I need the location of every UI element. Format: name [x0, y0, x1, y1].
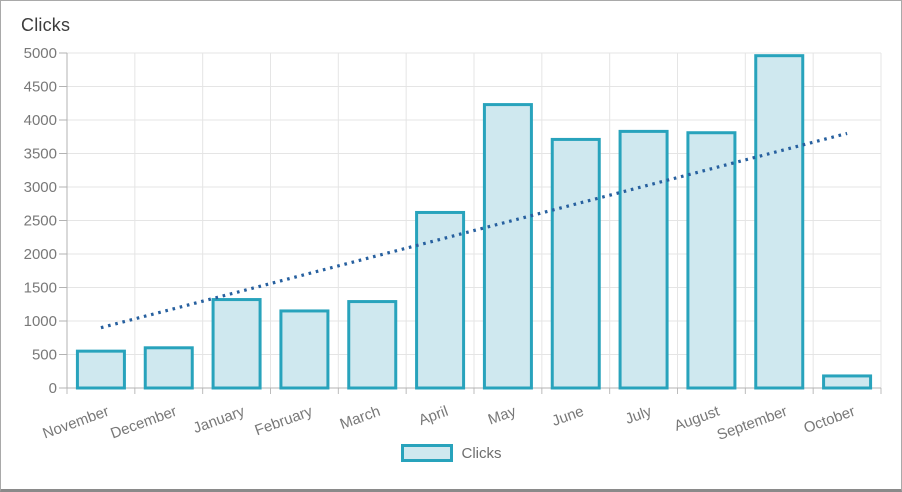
bar-december[interactable] — [143, 346, 194, 390]
y-axis-label: 500 — [32, 347, 57, 364]
x-axis-label-june: June — [550, 403, 586, 430]
chart-title: Clicks — [21, 15, 71, 35]
y-axis-label: 5000 — [24, 45, 57, 62]
bar-august[interactable] — [686, 131, 737, 390]
bar-september[interactable] — [754, 54, 805, 390]
x-axis-label-may: May — [486, 403, 519, 429]
bar-june[interactable] — [550, 137, 601, 390]
trendline — [100, 131, 848, 330]
legend-swatch-clicks[interactable] — [400, 444, 453, 462]
y-axis-label: 3500 — [24, 146, 57, 163]
y-axis-label: 4500 — [24, 79, 57, 96]
x-axis-label-january: January — [191, 403, 247, 437]
bar-may[interactable] — [482, 103, 533, 390]
bar-october[interactable] — [822, 374, 873, 390]
x-axis-label-march: March — [338, 403, 383, 433]
y-axis-label: 2500 — [24, 213, 57, 230]
y-axis-label: 0 — [49, 380, 57, 397]
y-axis-label: 1000 — [24, 313, 57, 330]
bar-january[interactable] — [211, 298, 262, 390]
bar-march[interactable] — [347, 300, 398, 390]
x-axis-label-february: February — [253, 403, 316, 440]
x-axis-label-september: September — [715, 403, 790, 444]
bar-april[interactable] — [415, 210, 466, 390]
y-axis-label: 1500 — [24, 280, 57, 297]
x-axis-label-july: July — [623, 403, 654, 428]
x-axis-label-november: November — [40, 403, 111, 443]
x-axis-label-december: December — [108, 403, 179, 443]
bar-february[interactable] — [279, 309, 330, 390]
x-axis-label-april: April — [416, 403, 450, 429]
legend-label-clicks[interactable]: Clicks — [461, 444, 502, 462]
y-axis-label: 3000 — [24, 179, 57, 196]
legend[interactable]: Clicks — [1, 444, 901, 462]
y-axis-label: 2000 — [24, 246, 57, 263]
bar-july[interactable] — [618, 129, 669, 390]
x-axis-label-october: October — [801, 403, 857, 437]
y-axis-label: 4000 — [24, 112, 57, 129]
bar-november[interactable] — [75, 349, 126, 390]
